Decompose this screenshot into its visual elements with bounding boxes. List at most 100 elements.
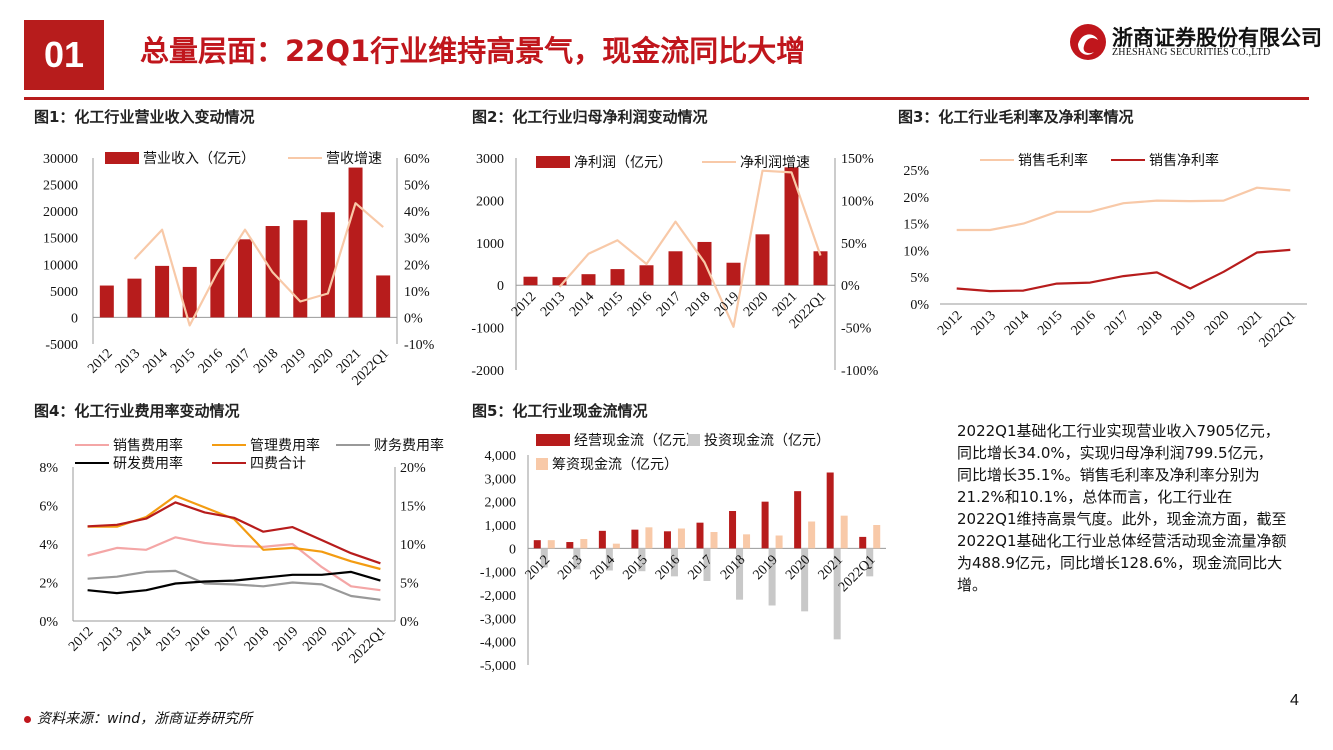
- net-profit-bar: [639, 265, 654, 286]
- cashflow-axis-tick: 1,000: [485, 519, 517, 534]
- revenue-bar: [293, 220, 308, 318]
- financing-cashflow-bar: [840, 515, 848, 549]
- expense-left-axis-tick: 6%: [39, 500, 58, 515]
- revenue-left-axis-tick: 10000: [43, 258, 78, 273]
- cashflow-axis-tick: -3,000: [480, 612, 516, 627]
- gross-margin-legend-label: 销售毛利率: [1018, 152, 1088, 169]
- header-rule: [24, 97, 1309, 100]
- revenue-growth-line: [133, 202, 384, 327]
- source-text: 资料来源：wind，浙商证券研究所: [37, 711, 253, 727]
- margin-axis-tick: 20%: [903, 191, 929, 206]
- financing-cashflow-bar: [547, 540, 555, 549]
- net-profit-bar: [784, 167, 799, 286]
- cashflow-axis-tick: -5,000: [480, 659, 516, 674]
- profit-category-label: 2013: [538, 289, 568, 319]
- section-badge: 01: [24, 20, 104, 90]
- cashflow-axis-tick: -2,000: [480, 589, 516, 604]
- expense-right-axis-tick: 20%: [400, 461, 426, 476]
- logo-icon: [1070, 24, 1106, 60]
- profit-category-label: 2018: [683, 289, 713, 319]
- profit-left-axis-tick: 1000: [476, 237, 504, 252]
- revenue-bar: [99, 285, 114, 318]
- operating-cashflow-bar: [663, 531, 671, 549]
- expense-category-label: 2016: [183, 624, 213, 654]
- margin-category-label: 2012: [935, 308, 965, 338]
- figure-4-title: 图4：化工行业费用率变动情况: [34, 402, 240, 420]
- page-title: 总量层面：22Q1行业维持高景气，现金流同比大增: [140, 34, 806, 68]
- revenue-bar: [238, 239, 252, 318]
- expense-left-axis-tick: 4%: [39, 538, 58, 553]
- profit-category-label: 2020: [741, 289, 771, 319]
- profit-left-axis-tick: -1000: [471, 322, 504, 337]
- expense-right-axis-tick: 5%: [400, 577, 419, 592]
- figure-5-title: 图5：化工行业现金流情况: [472, 402, 648, 420]
- revenue-left-axis-tick: 5000: [50, 285, 78, 300]
- revenue-category-label: 2016: [196, 346, 226, 376]
- investing-cashflow-bar: [605, 548, 613, 571]
- financing-cashflow-bar: [677, 528, 685, 549]
- operating-cashflow-bar: [598, 530, 606, 549]
- margin-category-label: 2017: [1102, 308, 1132, 338]
- margin-category-label: 2014: [1002, 308, 1032, 338]
- net-profit-bar: [755, 234, 770, 286]
- cashflow-category-label: 2020: [783, 553, 813, 583]
- net-profit-bar: [610, 269, 625, 286]
- investing-cashflow-bar: [573, 548, 581, 570]
- finance-expense-line: [87, 569, 381, 601]
- margin-category-label: 2016: [1069, 308, 1099, 338]
- figure-1-title: 图1：化工行业营业收入变动情况: [34, 108, 255, 126]
- bullet-dot-icon: [24, 715, 31, 723]
- profit-category-label: 2017: [654, 289, 684, 319]
- net-margin-legend-label: 销售净利率: [1149, 152, 1219, 169]
- margin-category-label: 2022Q1: [1257, 308, 1300, 351]
- profit-category-label: 2014: [567, 289, 597, 319]
- revenue-category-label: 2018: [251, 346, 281, 376]
- expense-category-label: 2013: [95, 624, 125, 654]
- investing-cashflow-bar: [866, 548, 874, 577]
- investing-cashflow-bar: [801, 548, 809, 612]
- profit-right-axis-tick: 150%: [841, 152, 874, 167]
- total-expense-line: [87, 501, 381, 565]
- expense-category-label: 2014: [125, 624, 155, 654]
- revenue-left-axis-tick: 20000: [43, 205, 78, 220]
- profit-left-axis-tick: 0: [497, 279, 504, 294]
- section-number: 01: [43, 34, 85, 75]
- margin-axis-tick: 25%: [903, 164, 929, 179]
- expense-category-label: 2017: [212, 624, 242, 654]
- revenue-right-axis-tick: 30%: [404, 232, 430, 247]
- revenue-bar: [127, 278, 142, 318]
- revenue-bar: [182, 266, 197, 318]
- investing-cashflow-bar: [833, 548, 841, 640]
- summary-text: 2022Q1基础化工行业实现营业收入7905亿元，同比增长34.0%，实现归母净…: [957, 422, 1287, 594]
- expense-right-axis-tick: 15%: [400, 500, 426, 515]
- cashflow-category-label: 2015: [620, 553, 650, 583]
- investing-cashflow-bar: [736, 548, 744, 600]
- expense-category-label: 2018: [242, 624, 272, 654]
- cashflow-category-label: 2014: [588, 553, 618, 583]
- revenue-legend-swatch: [105, 152, 139, 164]
- expense-category-label: 2019: [271, 624, 301, 654]
- page-number: 4: [1290, 692, 1299, 709]
- expense-left-axis-tick: 2%: [39, 577, 58, 592]
- operating-cashflow-bar: [859, 536, 867, 549]
- revenue-right-axis-tick: 10%: [404, 285, 430, 300]
- rd-legend-label: 研发费用率: [113, 455, 183, 472]
- financing-cashflow-bar: [580, 539, 588, 549]
- revenue-right-axis-tick: 40%: [404, 205, 430, 220]
- profit-left-axis-tick: 2000: [476, 194, 504, 209]
- profit-growth-legend-label: 净利润增速: [740, 155, 810, 171]
- net-profit-bar: [581, 274, 596, 286]
- financing-cashflow-bar: [808, 521, 816, 549]
- margin-category-label: 2021: [1235, 308, 1265, 338]
- operating-cashflow-bar: [761, 501, 769, 549]
- net-margin-line: [956, 248, 1291, 293]
- profit-right-axis-tick: -100%: [841, 364, 879, 379]
- investing-cashflow-bar: [638, 548, 646, 572]
- cashflow-axis-tick: 3,000: [485, 472, 517, 487]
- revenue-left-axis-tick: 0: [71, 311, 78, 326]
- figure-3-title: 图3：化工行业毛利率及净利率情况: [898, 108, 1134, 126]
- revenue-category-label: 2012: [85, 346, 115, 376]
- profit-category-label: 2016: [625, 289, 655, 319]
- source-note: 资料来源：wind，浙商证券研究所: [24, 708, 252, 728]
- margin-category-label: 2013: [968, 308, 998, 338]
